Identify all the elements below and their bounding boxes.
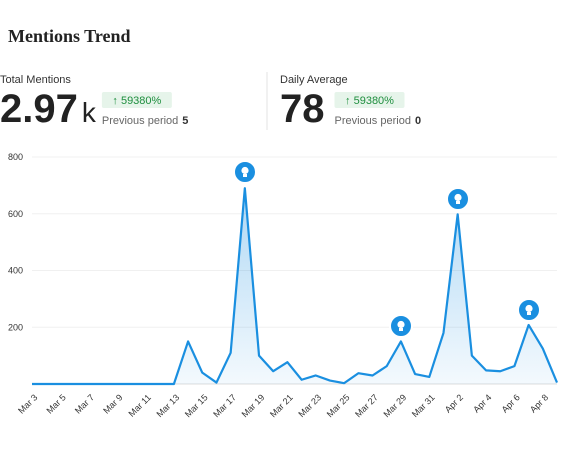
x-tick-label: Mar 25: [325, 392, 352, 419]
y-tick-label: 200: [8, 322, 23, 332]
y-tick-label: 600: [8, 209, 23, 219]
change-text: ↑ 59380%: [112, 95, 161, 107]
change-text: ↑ 59380%: [345, 95, 394, 107]
y-tick-label: 400: [8, 266, 23, 276]
y-tick-label: 800: [8, 152, 23, 162]
previous-label: Previous period: [102, 115, 178, 127]
x-tick-label: Mar 13: [154, 392, 181, 419]
x-tick-label: Mar 23: [296, 392, 323, 419]
stat-label: Total Mentions: [0, 74, 71, 86]
icon-bulb: [241, 166, 249, 175]
icon-bulb-base: [456, 201, 460, 204]
x-tick-label: Mar 29: [381, 392, 408, 419]
x-tick-label: Mar 15: [183, 392, 210, 419]
title: Mentions Trend: [8, 26, 131, 46]
icon-bulb: [454, 193, 462, 202]
stat-label: Daily Average: [280, 74, 348, 86]
x-tick-label: Mar 11: [127, 392, 153, 418]
previous-label: Previous period: [335, 115, 411, 127]
icon-bulb-base: [399, 328, 403, 331]
x-tick-label: Apr 2: [443, 392, 465, 414]
x-tick-label: Mar 3: [16, 392, 39, 415]
line: [32, 187, 559, 386]
x-tick-label: Mar 27: [353, 392, 380, 419]
previous-value: 0: [415, 115, 421, 127]
x-tick-label: Mar 7: [73, 392, 96, 415]
previous-value: 5: [182, 115, 188, 127]
stat-unit: k: [82, 97, 97, 128]
icon-bulb: [525, 304, 533, 313]
x-tick-label: Mar 17: [211, 392, 238, 419]
stat-value: 2.97: [0, 87, 78, 131]
x-tick-label: Mar 9: [101, 392, 124, 415]
change-badge: [101, 92, 172, 108]
icon-bulb-base: [527, 312, 531, 315]
icon-bulb: [397, 320, 405, 329]
x-tick-label: Mar 5: [44, 392, 67, 415]
stat-value: 78: [280, 87, 325, 131]
x-tick-label: Mar 21: [268, 392, 295, 419]
x-tick-label: Apr 8: [528, 392, 550, 414]
x-tick-label: Mar 31: [410, 392, 437, 419]
change-badge: [334, 92, 405, 108]
x-tick-label: Apr 6: [500, 392, 522, 414]
x-tick-label: Mar 19: [240, 392, 267, 419]
icon-bulb-base: [243, 174, 247, 177]
x-tick-label: Apr 4: [471, 392, 493, 414]
area: [32, 188, 557, 384]
annotation-icons: [233, 160, 541, 338]
